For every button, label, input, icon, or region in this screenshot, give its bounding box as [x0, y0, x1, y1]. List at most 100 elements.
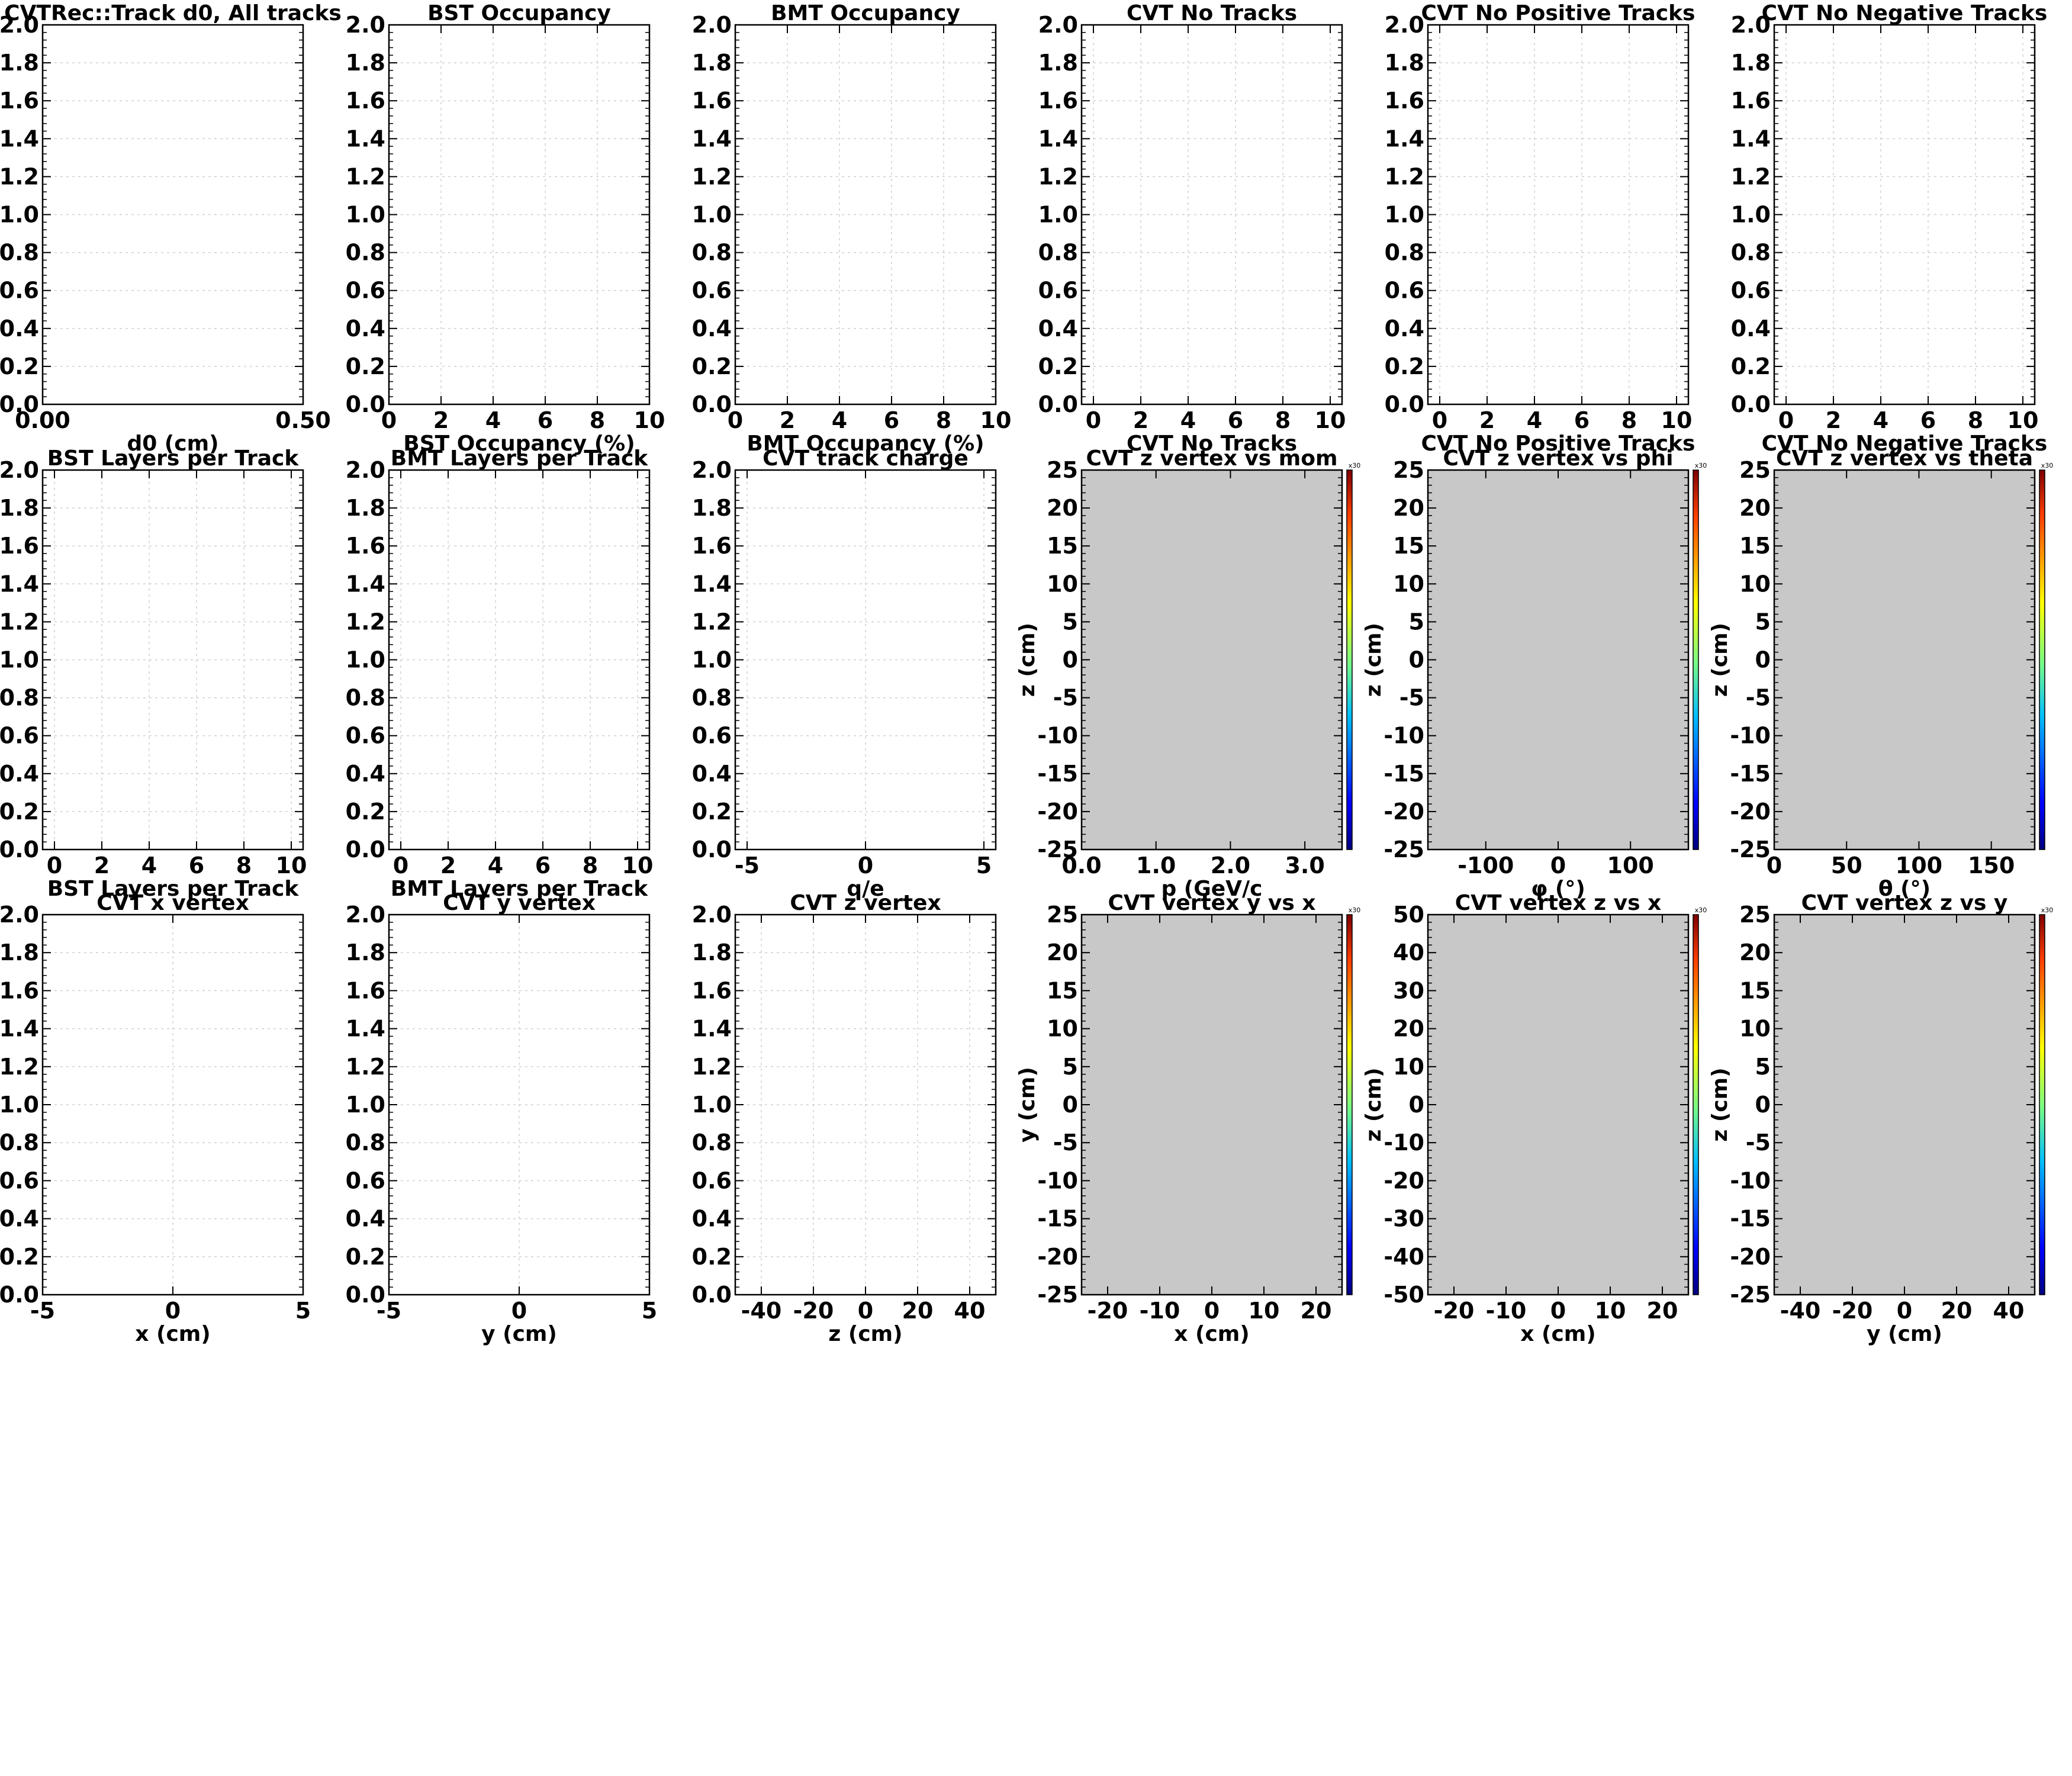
y-tick-label: 0.6: [0, 278, 39, 304]
panel-11: -25 -20 -15 -10 -5 0 5 10 15 20 25 -100 0 100 CVT z ve…: [1362, 446, 1707, 901]
x-tick-label: 10: [980, 407, 1012, 433]
y-tick-label: 0.8: [1038, 240, 1078, 266]
y-tick-label: 0: [1409, 1092, 1424, 1118]
x-tick-label: 8: [936, 407, 951, 433]
y-tick-label: 30: [1393, 977, 1424, 1003]
y-tick-label: 0.2: [346, 353, 385, 379]
y-tick-label: 1.2: [0, 609, 39, 635]
y-tick-label: -15: [1730, 1206, 1771, 1232]
panel-2: 0.0 0.2 0.4 0.6 0.8 1.0 1.2 1.4 1.6 1.8 2.0 0 2 4 6 8 10…: [346, 1, 665, 456]
y-tick-label: 0.4: [0, 316, 39, 342]
x-tick-label: 0.50: [275, 407, 331, 433]
y-tick-label: 0.0: [1038, 391, 1078, 417]
x-tick-label: 6: [189, 852, 204, 879]
y-tick-label: 0.0: [346, 836, 385, 863]
y-tick-label: 1.4: [346, 126, 385, 152]
y-tick-label: 1.6: [0, 977, 39, 1003]
panel-18: -25 -20 -15 -10 -5 0 5 10 15 20 25 -40 -20 0 20 40 CVT v…: [1708, 891, 2053, 1346]
x-tick-label: 0: [165, 1298, 181, 1324]
y-tick-label: 20: [1739, 940, 1771, 966]
panel-7: 0.0 0.2 0.4 0.6 0.8 1.0 1.2 1.4 1.6 1.8 2.0 0 2 4 6 8 10…: [0, 446, 307, 901]
y-tick-label: 0.0: [692, 391, 732, 417]
y-tick-label: 0: [1063, 647, 1078, 673]
x-tick-label: 6: [1920, 407, 1936, 433]
y-tick-label: 10: [1047, 571, 1078, 597]
y-tick-label: -20: [1384, 799, 1424, 825]
colorbar: [2039, 469, 2045, 850]
x-tick-label: 5: [642, 1298, 657, 1324]
x-axis-label: z (cm): [828, 1322, 902, 1346]
y-tick-label: 1.2: [692, 163, 732, 189]
y-tick-label: 1.8: [1038, 50, 1078, 76]
colorbar: [1693, 469, 1699, 850]
x-tick-label: 0.00: [15, 407, 70, 433]
x-tick-label: 0: [1086, 407, 1101, 433]
x-tick-label: 8: [583, 852, 598, 879]
y-tick-label: 1.2: [346, 163, 385, 189]
y-tick-label: 0.6: [692, 278, 732, 304]
x-tick-label: 10: [1661, 407, 1693, 433]
y-tick-label: 1.8: [0, 940, 39, 966]
y-tick-label: 0.2: [1038, 353, 1078, 379]
colorbar-label: x30: [2041, 462, 2054, 469]
chart-title: CVT No Negative Tracks: [1762, 1, 2048, 25]
y-tick-label: 1.6: [1038, 88, 1078, 114]
x-tick-label: 4: [832, 407, 847, 433]
y-tick-label: 1.8: [0, 495, 39, 521]
heatmap-area: [1428, 470, 1688, 850]
x-tick-label: 8: [236, 852, 252, 879]
y-tick-label: 1.0: [346, 647, 385, 673]
x-tick-label: 4: [1180, 407, 1196, 433]
x-tick-label: -10: [1140, 1298, 1180, 1324]
y-tick-label: 1.6: [346, 533, 385, 559]
y-tick-label: 10: [1393, 1054, 1424, 1080]
y-tick-label: 0.8: [0, 240, 39, 266]
x-tick-label: 8: [1275, 407, 1291, 433]
x-axis-label: y (cm): [1867, 1322, 1942, 1346]
heatmap-area: [1428, 915, 1688, 1295]
y-tick-label: 5: [1063, 1054, 1078, 1080]
y-tick-label: 0.6: [692, 1167, 732, 1193]
x-axis-label: d0 (cm): [127, 432, 218, 456]
y-tick-label: 1.6: [692, 88, 732, 114]
y-tick-label: 1.0: [346, 1092, 385, 1118]
y-tick-label: 0.6: [0, 1167, 39, 1193]
panel-17: -50 -40 -30 -20 -10 0 10 20 30 40 50 -20 -10 0 10 20 CVT…: [1362, 891, 1707, 1346]
x-tick-label: -10: [1486, 1298, 1527, 1324]
y-tick-label: 1.0: [1731, 202, 1771, 228]
y-tick-label: 15: [1047, 533, 1078, 559]
y-tick-label: 1.0: [0, 1092, 39, 1118]
y-tick-label: -20: [1730, 799, 1771, 825]
x-tick-label: 10: [1595, 1298, 1626, 1324]
y-tick-label: 0.8: [1385, 240, 1424, 266]
x-axis-label: y (cm): [481, 1322, 557, 1346]
y-tick-label: 1.2: [0, 163, 39, 189]
x-axis-label: BST Layers per Track: [47, 877, 300, 901]
y-tick-label: 0.4: [692, 1206, 732, 1232]
x-tick-label: 2: [94, 852, 110, 879]
chart-title: CVT y vertex: [443, 891, 596, 915]
x-tick-label: 0: [511, 1298, 527, 1324]
y-tick-label: 1.4: [0, 1016, 39, 1042]
chart-title: CVT No Positive Tracks: [1421, 1, 1695, 25]
y-tick-label: 0: [1409, 647, 1424, 673]
x-tick-label: 2.0: [1211, 852, 1250, 879]
y-tick-label: 1.4: [692, 571, 732, 597]
y-tick-label: 0.6: [1385, 278, 1424, 304]
y-tick-label: 1.2: [692, 609, 732, 635]
x-tick-label: 2: [780, 407, 795, 433]
x-tick-label: 10: [1249, 1298, 1280, 1324]
x-tick-label: 0: [858, 1298, 873, 1324]
y-tick-label: 0.4: [692, 761, 732, 787]
x-axis-label: CVT No Positive Tracks: [1421, 432, 1695, 456]
y-tick-label: -10: [1730, 723, 1771, 749]
y-tick-label: 0.4: [346, 761, 385, 787]
y-tick-label: 1.8: [346, 50, 385, 76]
x-tick-label: 8: [1621, 407, 1637, 433]
x-tick-label: 0: [1897, 1298, 1912, 1324]
x-tick-label: -40: [741, 1298, 782, 1324]
y-tick-label: 0.4: [0, 1206, 39, 1232]
y-tick-label: 25: [1393, 457, 1424, 483]
x-tick-label: 2: [1133, 407, 1148, 433]
